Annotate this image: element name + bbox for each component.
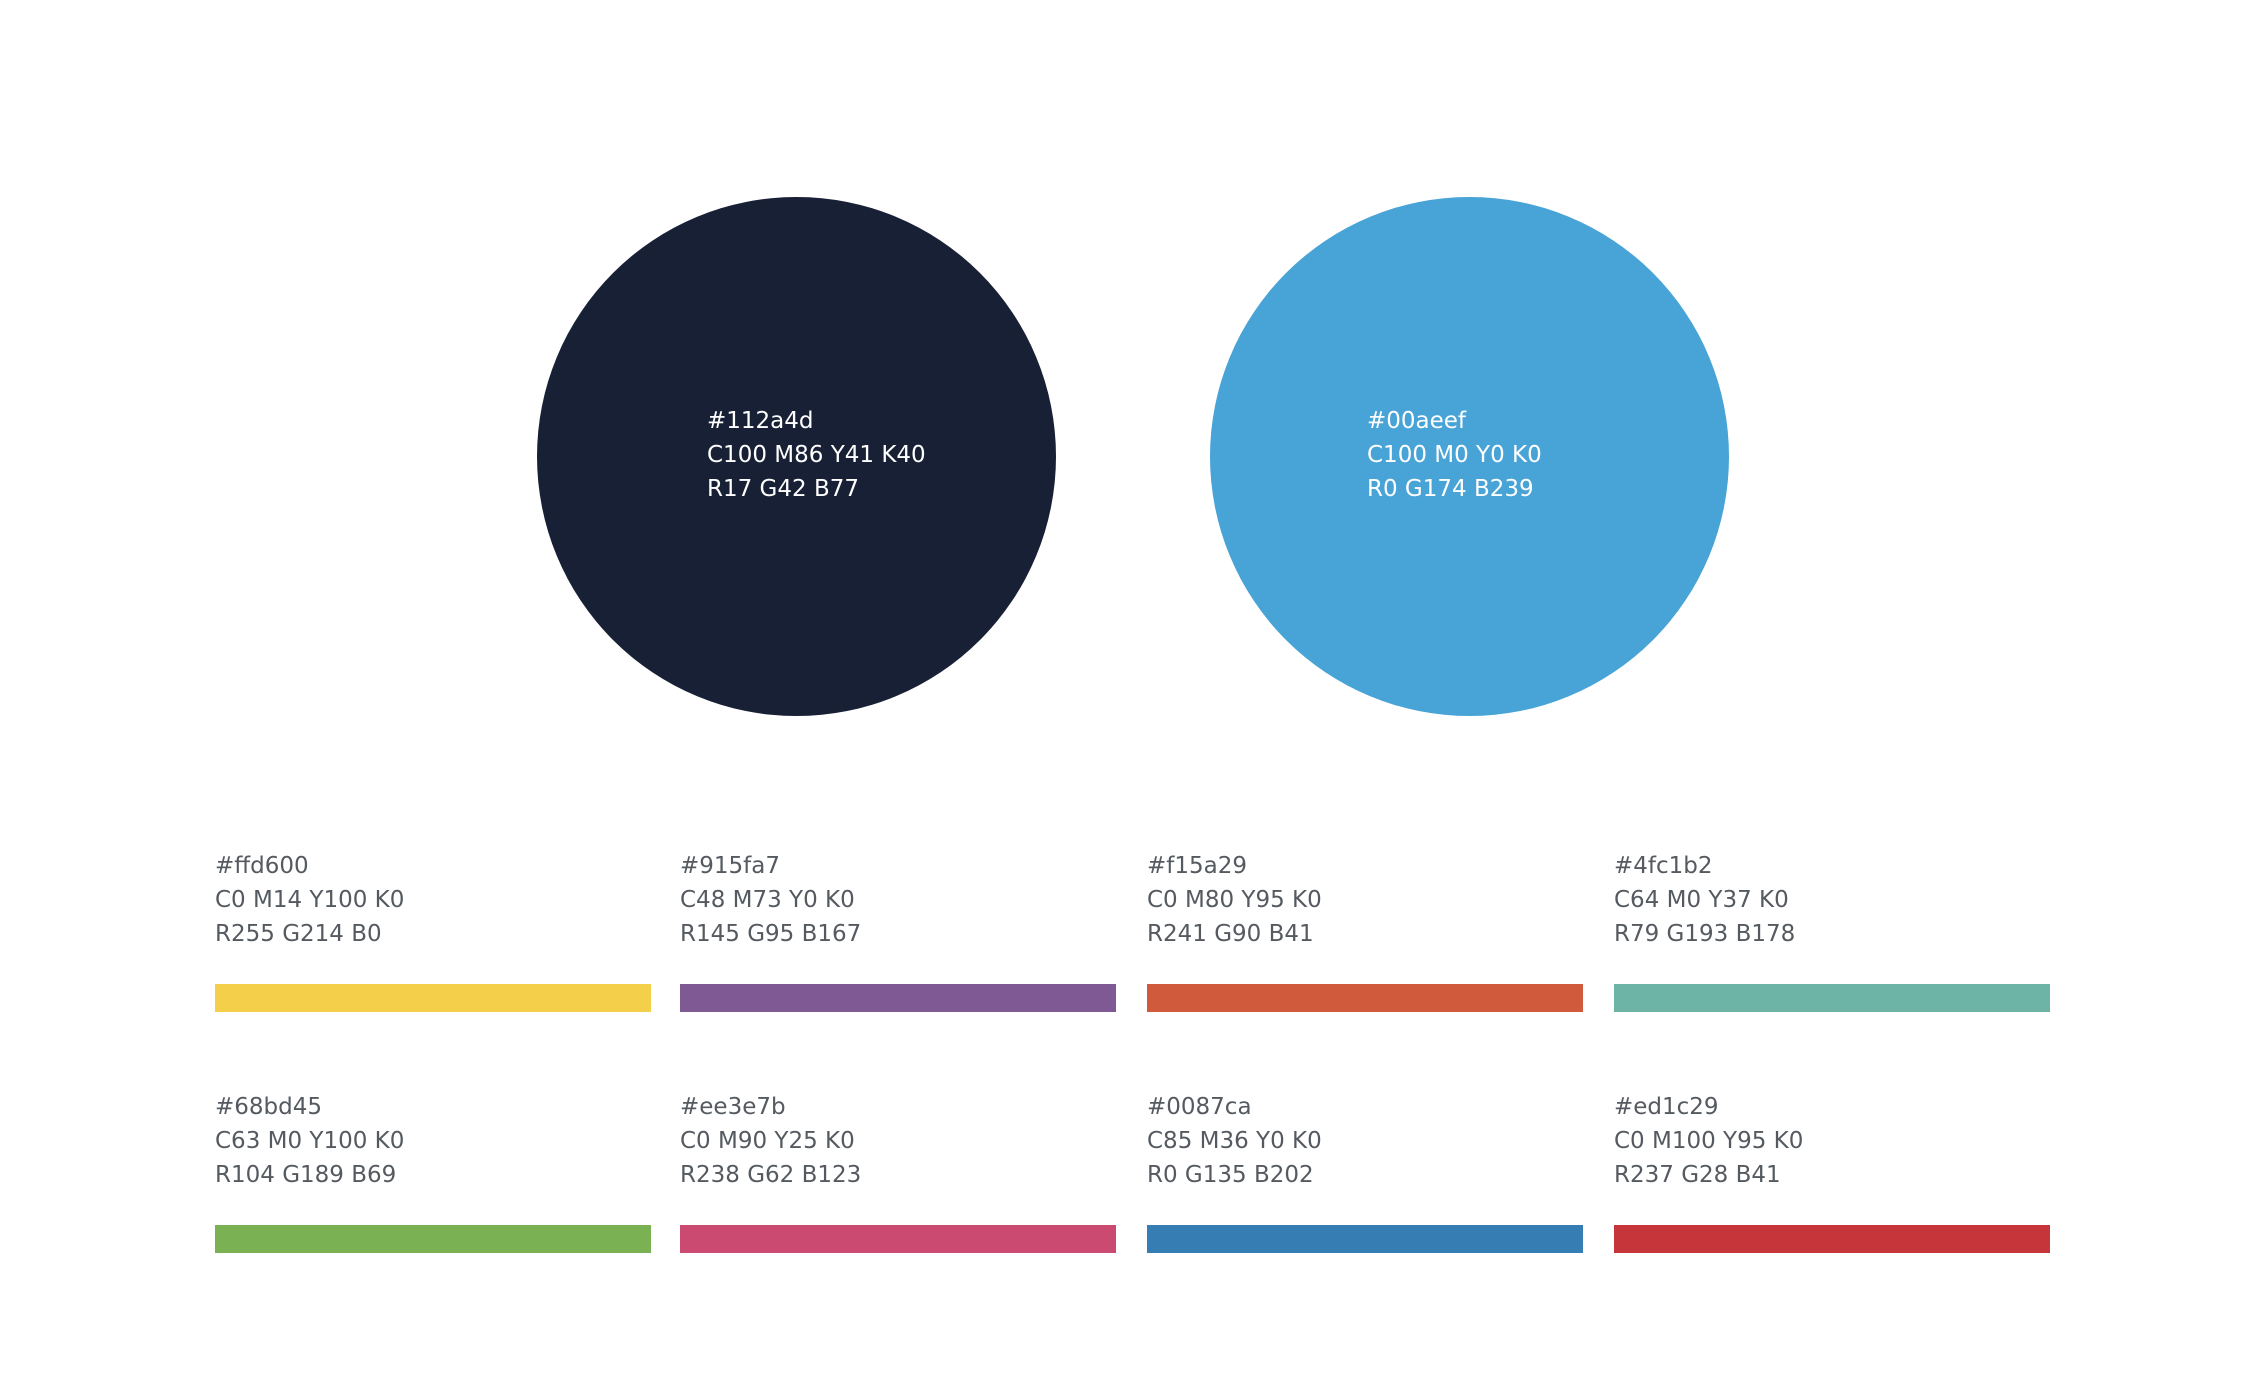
- color-bar: [1614, 984, 2050, 1012]
- rgb-code: R79 G193 B178: [1614, 921, 1796, 947]
- color-bar: [680, 984, 1116, 1012]
- cmyk-code: C0 M80 Y95 K0: [1147, 887, 1322, 913]
- swatch-label: #ffd600 C0 M14 Y100 K0 R255 G214 B0: [215, 849, 651, 951]
- secondary-swatch: #4fc1b2 C64 M0 Y37 K0 R79 G193 B178: [1614, 849, 2050, 1012]
- secondary-swatch: #915fa7 C48 M73 Y0 K0 R145 G95 B167: [680, 849, 1116, 1012]
- cmyk-code: C0 M14 Y100 K0: [215, 887, 405, 913]
- swatch-label: #ed1c29 C0 M100 Y95 K0 R237 G28 B41: [1614, 1090, 2050, 1192]
- color-bar: [1147, 984, 1583, 1012]
- swatch-label: #915fa7 C48 M73 Y0 K0 R145 G95 B167: [680, 849, 1116, 951]
- secondary-swatch: #0087ca C85 M36 Y0 K0 R0 G135 B202: [1147, 1090, 1583, 1253]
- color-bar: [215, 1225, 651, 1253]
- hex-code: #0087ca: [1147, 1094, 1252, 1120]
- rgb-code: R104 G189 B69: [215, 1162, 397, 1188]
- rgb-code: R255 G214 B0: [215, 921, 382, 947]
- rgb-code: R17 G42 B77: [707, 476, 860, 502]
- swatch-label: #f15a29 C0 M80 Y95 K0 R241 G90 B41: [1147, 849, 1583, 951]
- hex-code: #ed1c29: [1614, 1094, 1719, 1120]
- secondary-swatch: #68bd45 C63 M0 Y100 K0 R104 G189 B69: [215, 1090, 651, 1253]
- hex-code: #ee3e7b: [680, 1094, 786, 1120]
- cmyk-code: C64 M0 Y37 K0: [1614, 887, 1789, 913]
- swatch-label: #4fc1b2 C64 M0 Y37 K0 R79 G193 B178: [1614, 849, 2050, 951]
- swatch-label: #0087ca C85 M36 Y0 K0 R0 G135 B202: [1147, 1090, 1583, 1192]
- cmyk-code: C100 M0 Y0 K0: [1367, 442, 1542, 468]
- color-bar: [1614, 1225, 2050, 1253]
- rgb-code: R237 G28 B41: [1614, 1162, 1781, 1188]
- rgb-code: R145 G95 B167: [680, 921, 862, 947]
- swatch-label: #ee3e7b C0 M90 Y25 K0 R238 G62 B123: [680, 1090, 1116, 1192]
- cmyk-code: C48 M73 Y0 K0: [680, 887, 855, 913]
- color-bar: [1147, 1225, 1583, 1253]
- cmyk-code: C100 M86 Y41 K40: [707, 442, 926, 468]
- secondary-swatch: #ee3e7b C0 M90 Y25 K0 R238 G62 B123: [680, 1090, 1116, 1253]
- hex-code: #68bd45: [215, 1094, 323, 1120]
- swatch-label: #68bd45 C63 M0 Y100 K0 R104 G189 B69: [215, 1090, 651, 1192]
- color-bar: [680, 1225, 1116, 1253]
- hex-code: #4fc1b2: [1614, 853, 1713, 879]
- primary-swatch-circle: [537, 197, 1056, 716]
- hex-code: #915fa7: [680, 853, 780, 879]
- hex-code: #ffd600: [215, 853, 309, 879]
- primary-swatch-label: #00aeef C100 M0 Y0 K0 R0 G174 B239: [1367, 404, 1542, 506]
- primary-swatch-circle: [1210, 197, 1729, 716]
- secondary-swatch: #ed1c29 C0 M100 Y95 K0 R237 G28 B41: [1614, 1090, 2050, 1253]
- rgb-code: R0 G135 B202: [1147, 1162, 1314, 1188]
- cmyk-code: C0 M100 Y95 K0: [1614, 1128, 1804, 1154]
- secondary-swatch: #f15a29 C0 M80 Y95 K0 R241 G90 B41: [1147, 849, 1583, 1012]
- cmyk-code: C85 M36 Y0 K0: [1147, 1128, 1322, 1154]
- primary-swatch-label: #112a4d C100 M86 Y41 K40 R17 G42 B77: [707, 404, 926, 506]
- secondary-swatch: #ffd600 C0 M14 Y100 K0 R255 G214 B0: [215, 849, 651, 1012]
- color-bar: [215, 984, 651, 1012]
- rgb-code: R0 G174 B239: [1367, 476, 1534, 502]
- hex-code: #112a4d: [707, 408, 814, 434]
- hex-code: #f15a29: [1147, 853, 1247, 879]
- rgb-code: R241 G90 B41: [1147, 921, 1314, 947]
- hex-code: #00aeef: [1367, 408, 1467, 434]
- rgb-code: R238 G62 B123: [680, 1162, 862, 1188]
- cmyk-code: C63 M0 Y100 K0: [215, 1128, 405, 1154]
- cmyk-code: C0 M90 Y25 K0: [680, 1128, 855, 1154]
